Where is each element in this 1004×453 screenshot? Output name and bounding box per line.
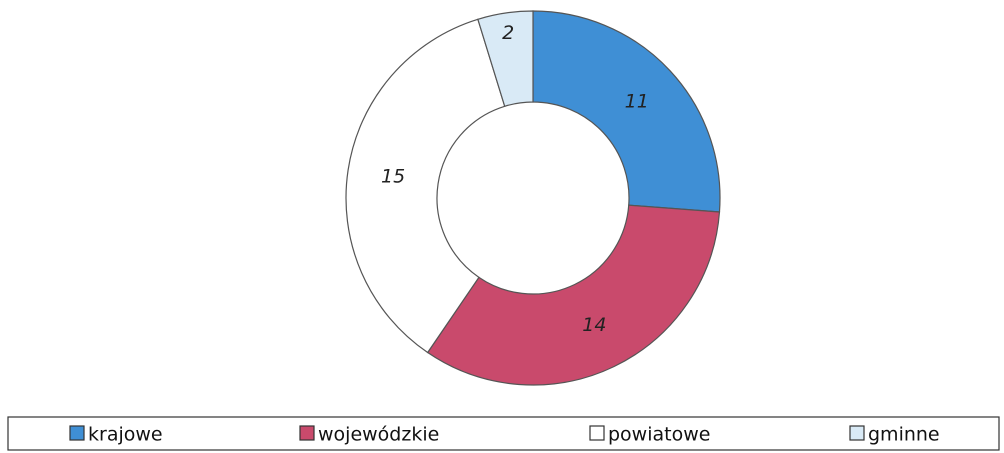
legend-swatch: [69, 425, 85, 441]
donut-segment: [426, 204, 721, 386]
donut-segment: [345, 18, 506, 354]
data-label: 2: [502, 22, 514, 44]
legend-label: krajowe: [88, 424, 163, 446]
legend-label: powiatowe: [608, 424, 710, 446]
legend-label: gminne: [868, 424, 940, 446]
data-label: 14: [582, 314, 606, 336]
data-label: 11: [625, 90, 649, 112]
donut-segment: [532, 10, 721, 213]
data-label: 15: [381, 165, 405, 187]
donut-segment: [477, 10, 534, 108]
legend-box: [7, 416, 1000, 451]
legend-swatch: [299, 425, 315, 441]
legend-swatch: [589, 425, 605, 441]
legend-label: wojewódzkie: [318, 424, 439, 446]
legend-swatch: [849, 425, 865, 441]
